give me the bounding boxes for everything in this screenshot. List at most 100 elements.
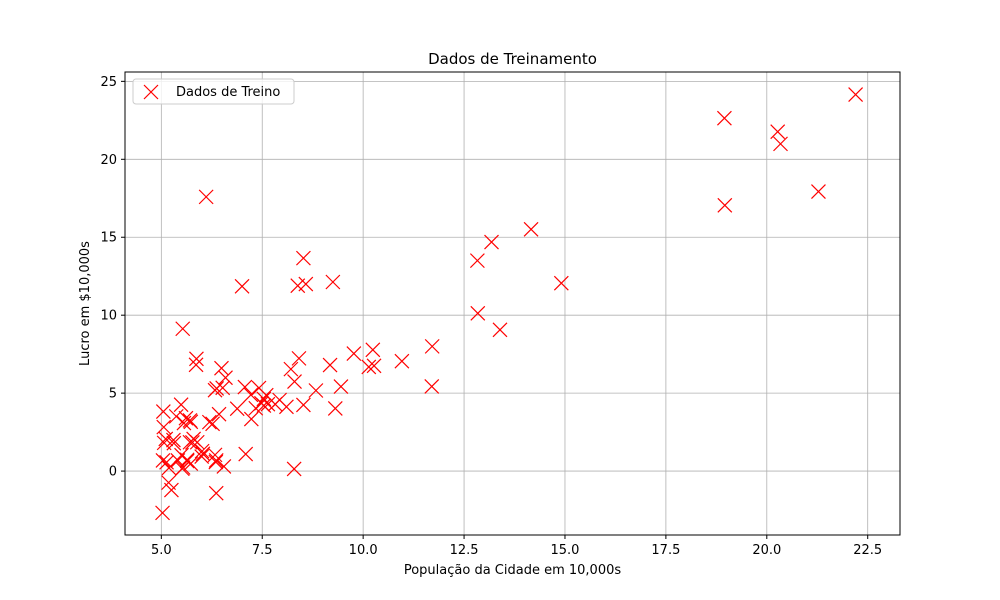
- x-tick-label: 12.5: [450, 543, 479, 558]
- data-point: [188, 357, 204, 373]
- data-point: [155, 404, 171, 419]
- x-tick-label: 22.5: [853, 543, 882, 558]
- x-tick-label: 5.0: [151, 543, 172, 558]
- y-tick-label: 25: [100, 75, 117, 90]
- data-point: [166, 435, 182, 451]
- data-point: [365, 342, 381, 358]
- data-point: [394, 353, 410, 369]
- data-point: [717, 197, 733, 213]
- y-tick-label: 5: [109, 387, 117, 402]
- data-point: [208, 485, 224, 501]
- data-point: [218, 370, 233, 386]
- data-points: [155, 87, 864, 521]
- data-point: [333, 379, 349, 395]
- legend: Dados de Treino: [132, 78, 295, 105]
- legend-marker: [143, 84, 159, 100]
- data-point: [195, 446, 211, 462]
- data-point: [173, 397, 189, 413]
- data-point: [211, 406, 227, 422]
- data-point: [161, 460, 177, 476]
- y-axis-label: Lucro em $10,000s: [78, 241, 93, 366]
- y-axis-ticks: 0 5 10 15 20 25: [100, 75, 125, 480]
- data-point: [286, 461, 302, 477]
- data-point: [156, 419, 172, 435]
- data-point: [194, 449, 210, 465]
- data-point: [175, 321, 191, 337]
- chart-title: Dados de Treinamento: [428, 50, 597, 68]
- data-point: [322, 357, 338, 373]
- data-point: [198, 189, 214, 205]
- y-tick-label: 20: [100, 153, 117, 168]
- data-point: [208, 453, 224, 468]
- data-point: [229, 401, 245, 417]
- data-point: [256, 398, 272, 414]
- data-point: [166, 432, 181, 448]
- legend-box: [132, 78, 295, 105]
- data-point: [207, 447, 223, 463]
- data-point: [770, 124, 786, 140]
- data-point: [243, 387, 259, 403]
- data-point: [283, 361, 299, 377]
- plot-frame: [124, 71, 901, 536]
- grid: [125, 72, 900, 535]
- data-point: [243, 411, 259, 427]
- data-point: [174, 461, 190, 477]
- data-point: [208, 454, 224, 470]
- data-point: [201, 414, 217, 430]
- x-tick-label: 10.0: [349, 543, 378, 558]
- data-point: [161, 475, 177, 491]
- legend-label: Dados de Treino: [176, 85, 280, 100]
- y-tick-label: 10: [100, 309, 117, 324]
- data-point: [291, 350, 307, 366]
- data-point: [492, 322, 508, 338]
- data-point: [178, 410, 194, 426]
- data-point: [346, 346, 362, 361]
- data-point: [484, 234, 499, 250]
- data-point: [258, 387, 274, 403]
- data-point: [325, 274, 341, 290]
- x-tick-label: 17.5: [651, 543, 680, 558]
- data-point: [295, 397, 311, 413]
- data-point: [248, 400, 264, 416]
- x-axis-ticks: 5.0 7.5 10.0 12.5 15.0 17.5 20.0 22.5: [151, 535, 882, 558]
- x-tick-label: 15.0: [550, 543, 579, 558]
- data-point: [237, 379, 253, 395]
- data-point: [366, 358, 382, 374]
- data-point: [260, 396, 276, 412]
- data-point: [182, 434, 198, 450]
- data-point: [424, 338, 440, 354]
- data-point: [234, 278, 250, 294]
- data-point: [848, 87, 864, 103]
- data-point: [216, 458, 232, 474]
- data-point: [189, 351, 204, 367]
- data-point: [298, 276, 314, 292]
- x-tick-label: 7.5: [252, 543, 273, 558]
- data-point: [361, 359, 377, 375]
- data-point: [287, 374, 302, 390]
- data-point: [183, 414, 199, 430]
- data-point: [174, 447, 189, 463]
- data-point: [184, 434, 200, 450]
- data-point: [469, 253, 485, 269]
- data-point: [295, 250, 311, 266]
- data-point: [194, 443, 210, 459]
- data-point: [523, 221, 539, 237]
- data-point: [155, 505, 170, 521]
- y-tick-label: 0: [109, 465, 117, 480]
- data-point: [327, 400, 343, 416]
- y-tick-label: 15: [100, 231, 117, 246]
- data-point: [470, 305, 486, 321]
- data-point: [163, 482, 179, 498]
- data-point: [424, 379, 440, 394]
- data-point: [183, 456, 199, 472]
- data-point: [773, 136, 788, 152]
- data-point: [168, 408, 184, 424]
- x-tick-label: 20.0: [752, 543, 781, 558]
- data-point: [811, 184, 826, 199]
- data-point: [205, 416, 221, 432]
- data-point: [215, 380, 231, 396]
- data-point: [716, 110, 732, 126]
- x-axis-label: População da Cidade em 10,000s: [404, 563, 622, 578]
- data-point: [214, 360, 229, 376]
